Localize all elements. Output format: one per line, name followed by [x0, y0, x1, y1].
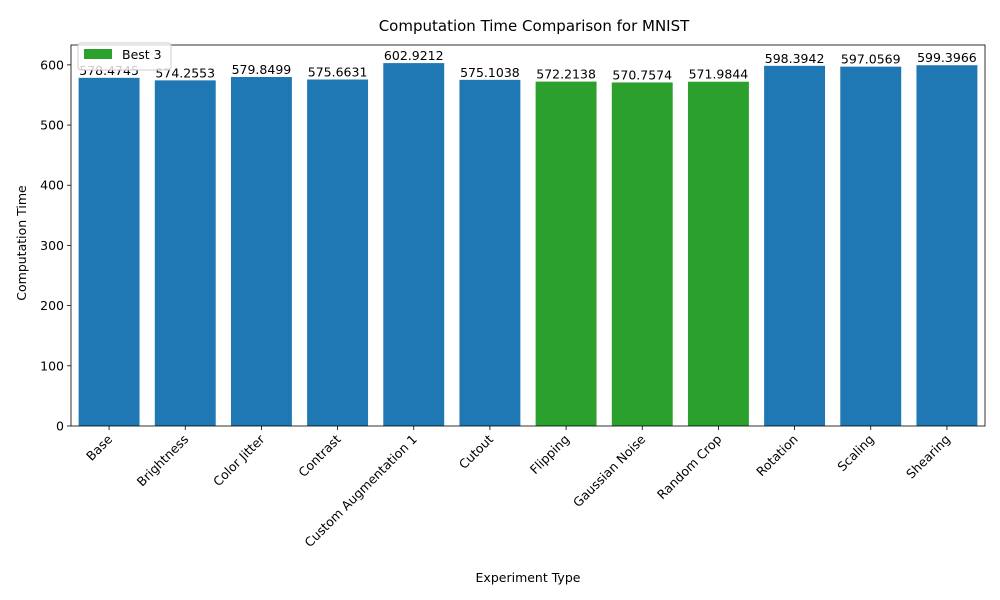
- y-tick-label: 500: [40, 118, 64, 133]
- bar: [611, 82, 673, 426]
- y-tick-label: 600: [40, 57, 64, 72]
- x-tick-label: Shearing: [903, 432, 953, 482]
- x-tick-label: Brightness: [134, 432, 192, 490]
- bar: [78, 77, 140, 426]
- bar: [840, 66, 902, 426]
- bar: [687, 81, 749, 426]
- bar: [154, 80, 216, 426]
- data-label: 597.0569: [841, 52, 901, 67]
- data-label: 598.3942: [765, 51, 825, 66]
- x-tick-label: Rotation: [753, 432, 801, 480]
- chart-title: Computation Time Comparison for MNIST: [379, 17, 690, 35]
- plot-frame: [70, 44, 986, 427]
- x-tick-label: Base: [83, 431, 115, 463]
- y-axis-label: Computation Time: [14, 185, 29, 301]
- x-tick-label: Contrast: [295, 431, 343, 479]
- legend-label: Best 3: [122, 47, 162, 62]
- x-axis-label: Experiment Type: [476, 570, 581, 585]
- x-tick-label: Random Crop: [654, 431, 725, 502]
- y-ticks-group: 0 100 200 300 400 500 600: [40, 57, 71, 434]
- data-label: 579.8499: [232, 62, 292, 77]
- y-tick-label: 100: [40, 358, 64, 373]
- bar: [535, 81, 597, 427]
- bar: [383, 63, 445, 426]
- bar: [230, 76, 292, 427]
- data-label: 602.9212: [384, 48, 444, 63]
- axes-group: [70, 44, 986, 427]
- data-labels-group: 578.4745574.2553579.8499575.6631602.9212…: [79, 48, 977, 82]
- y-tick-label: 0: [56, 419, 64, 434]
- x-tick-label: Cutout: [456, 431, 496, 471]
- data-label: 599.3966: [917, 50, 977, 65]
- data-label: 575.1038: [460, 65, 520, 80]
- legend-swatch: [84, 49, 112, 59]
- y-tick-label: 200: [40, 298, 64, 313]
- bars-group: [78, 63, 978, 427]
- bar: [764, 65, 826, 426]
- bar: [459, 79, 521, 426]
- x-tick-label: Flipping: [527, 432, 572, 477]
- data-label: 572.2138: [536, 67, 596, 82]
- bar: [916, 65, 978, 427]
- x-tick-label: Color Jitter: [210, 431, 268, 489]
- data-label: 570.7574: [612, 67, 672, 82]
- data-label: 571.9844: [689, 67, 749, 82]
- y-tick-label: 300: [40, 238, 64, 253]
- legend: Best 3: [77, 42, 172, 71]
- y-tick-label: 400: [40, 178, 64, 193]
- bar: [307, 79, 369, 426]
- x-ticks-group: Base Brightness Color Jitter ContrastCustom…: [83, 426, 953, 550]
- data-label: 575.6631: [308, 65, 368, 80]
- x-tick-label: Scaling: [834, 432, 877, 475]
- x-tick-label: Gaussian Noise: [570, 431, 649, 510]
